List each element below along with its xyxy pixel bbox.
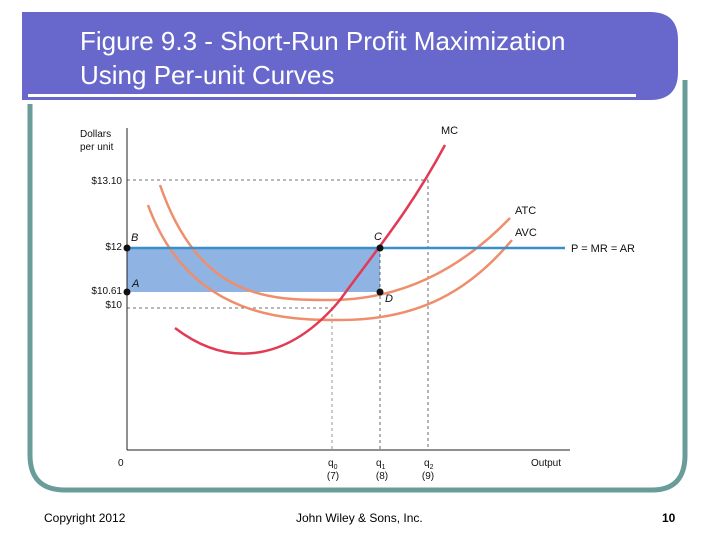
page-number: 10: [662, 511, 676, 525]
x-tick-value: (7): [327, 471, 339, 482]
x-axis-title: Output: [531, 458, 561, 469]
x-tick-value: (9): [422, 471, 434, 482]
x-tick-q1: q1 (8): [376, 458, 388, 482]
point-a: [123, 288, 131, 296]
point-d: [376, 288, 384, 296]
point-b-label: B: [131, 232, 138, 244]
y-tick-label: $10.61: [91, 286, 122, 297]
y-tick-label: $10: [105, 300, 122, 311]
title-banner: [22, 12, 678, 100]
point-b: [123, 244, 131, 252]
footer-copyright: Copyright 2012: [44, 511, 126, 525]
y-tick-label: $12: [105, 242, 122, 253]
x-tick-symbol: q1: [376, 458, 386, 471]
x-tick-q0: q0 (7): [327, 458, 339, 482]
y-tick-label: $13.10: [91, 176, 122, 187]
origin-label: 0: [118, 458, 124, 469]
point-d-label: D: [385, 293, 393, 305]
title-underline: [28, 94, 636, 97]
atc-label: ATC: [515, 205, 536, 217]
slide-title: Figure 9.3 - Short-Run Profit Maximizati…: [80, 24, 640, 92]
avc-curve: [146, 204, 513, 322]
atc-curve: [158, 184, 511, 302]
footer-publisher: John Wiley & Sons, Inc.: [296, 511, 423, 525]
y-axis-title-2: per unit: [80, 142, 114, 153]
x-tick-symbol: q0: [328, 458, 338, 471]
title-line-2: Using Per-unit Curves: [80, 60, 335, 90]
point-c: [376, 244, 384, 252]
profit-area: [127, 248, 380, 292]
title-line-1: Figure 9.3 - Short-Run Profit Maximizati…: [80, 26, 566, 56]
x-tick-value: (8): [376, 471, 388, 482]
point-a-label: A: [131, 278, 139, 290]
x-tick-q2: q2 (9): [422, 458, 434, 482]
mc-curve: [174, 144, 447, 355]
x-tick-symbol: q2: [424, 458, 434, 471]
mc-label: MC: [441, 125, 458, 137]
avc-label: AVC: [515, 227, 537, 239]
frame-border: [27, 80, 688, 493]
y-axis-title-1: Dollars: [80, 129, 111, 140]
price-label: P = MR = AR: [571, 243, 635, 255]
point-c-label: C: [374, 231, 382, 243]
